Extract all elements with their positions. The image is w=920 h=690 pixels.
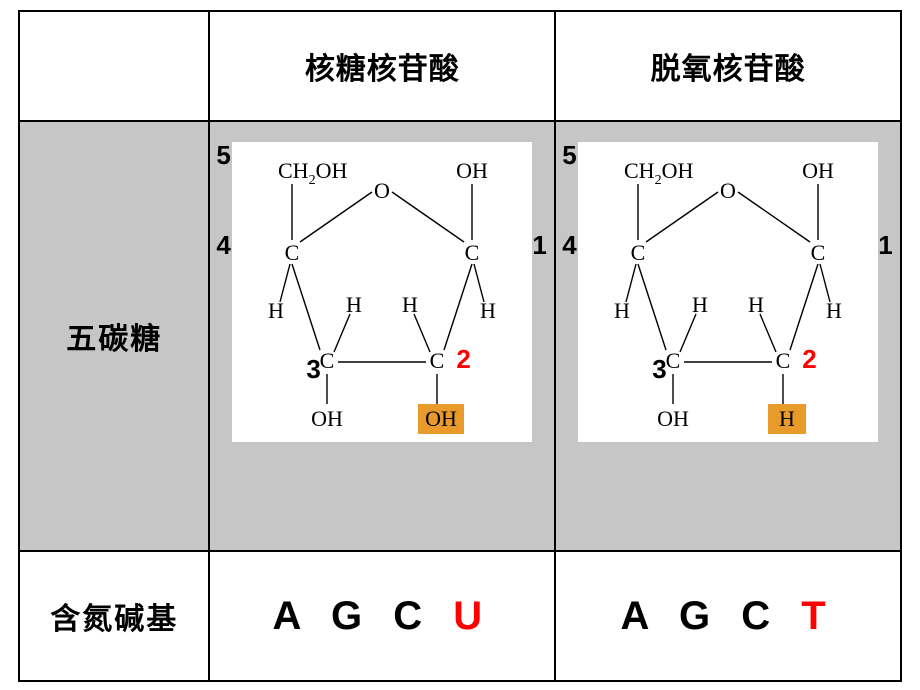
deoxy-C2-H: H: [748, 292, 764, 317]
rna-bases-common: A G C: [272, 594, 453, 638]
deoxy-num3: 3: [652, 354, 666, 384]
comparison-table: 核糖核苷酸 脱氧核苷酸 五碳糖: [18, 10, 902, 682]
row-label-base: 含氮碱基: [19, 551, 209, 681]
ribose-num5: 5: [216, 140, 230, 170]
deoxy-C4-H: H: [614, 298, 630, 323]
deoxy-num1: 1: [878, 230, 892, 260]
deoxy-C3-OH: OH: [657, 406, 689, 431]
rna-bases-unique: U: [453, 594, 492, 638]
ribose-C2: C: [430, 348, 445, 373]
ribose-svg: O C C C C CH2OH OH H H H H OH: [232, 142, 532, 442]
dna-bases-common: A G C: [621, 594, 802, 638]
deoxy-C2-sub: H: [779, 406, 795, 431]
sugar-label: 五碳糖: [66, 323, 162, 356]
deoxyribose-svg: O C C C C CH2OH OH H H H H OH H: [578, 142, 878, 442]
deoxy-C3-H: H: [692, 292, 708, 317]
base-label: 含氮碱基: [50, 603, 178, 636]
deoxy-num4: 4: [562, 230, 576, 260]
deoxy-CH2OH: CH2OH: [624, 158, 693, 188]
deoxy-O: O: [720, 178, 736, 203]
rna-bases-cell: A G C U: [209, 551, 555, 681]
deoxyribose-cell: O C C C C CH2OH OH H H H H OH H 5 4 3 2: [555, 121, 901, 551]
ribose-C4-H: H: [268, 298, 284, 323]
ribose-C3-OH: OH: [312, 406, 344, 431]
header-dna-label: 脱氧核苷酸: [651, 53, 806, 86]
ribose-C1-H: H: [480, 298, 496, 323]
ribose-num1: 1: [532, 230, 546, 260]
ribose-O: O: [374, 178, 390, 203]
deoxy-C1: C: [811, 240, 826, 265]
deoxy-C2: C: [776, 348, 791, 373]
ribose-num4: 4: [216, 230, 230, 260]
ribose-C3: C: [320, 348, 335, 373]
ribose-cell: O C C C C CH2OH OH H H H H OH: [209, 121, 555, 551]
ribose-C1-OH: OH: [457, 158, 489, 183]
header-rna: 核糖核苷酸: [209, 11, 555, 121]
header-dna: 脱氧核苷酸: [555, 11, 901, 121]
corner-cell: [19, 11, 209, 121]
deoxyribose-diagram: O C C C C CH2OH OH H H H H OH H: [578, 142, 878, 442]
deoxy-num2: 2: [802, 344, 816, 374]
ribose-C1: C: [465, 240, 480, 265]
ribose-num3: 3: [306, 354, 320, 384]
deoxy-num5: 5: [562, 140, 576, 170]
header-rna-label: 核糖核苷酸: [305, 53, 460, 86]
deoxy-C4: C: [631, 240, 646, 265]
row-label-sugar: 五碳糖: [19, 121, 209, 551]
ribose-C3-H: H: [346, 292, 362, 317]
deoxy-C1-OH: OH: [802, 158, 834, 183]
ribose-num2: 2: [456, 344, 470, 374]
deoxy-C1-H: H: [826, 298, 842, 323]
deoxy-C3: C: [666, 348, 681, 373]
ribose-CH2OH: CH2OH: [278, 158, 347, 188]
ribose-diagram: O C C C C CH2OH OH H H H H OH: [232, 142, 532, 442]
dna-bases-cell: A G C T: [555, 551, 901, 681]
ribose-C2-H: H: [402, 292, 418, 317]
ribose-C4: C: [285, 240, 300, 265]
ribose-C2-sub: OH: [426, 406, 458, 431]
dna-bases-unique: T: [801, 594, 835, 638]
